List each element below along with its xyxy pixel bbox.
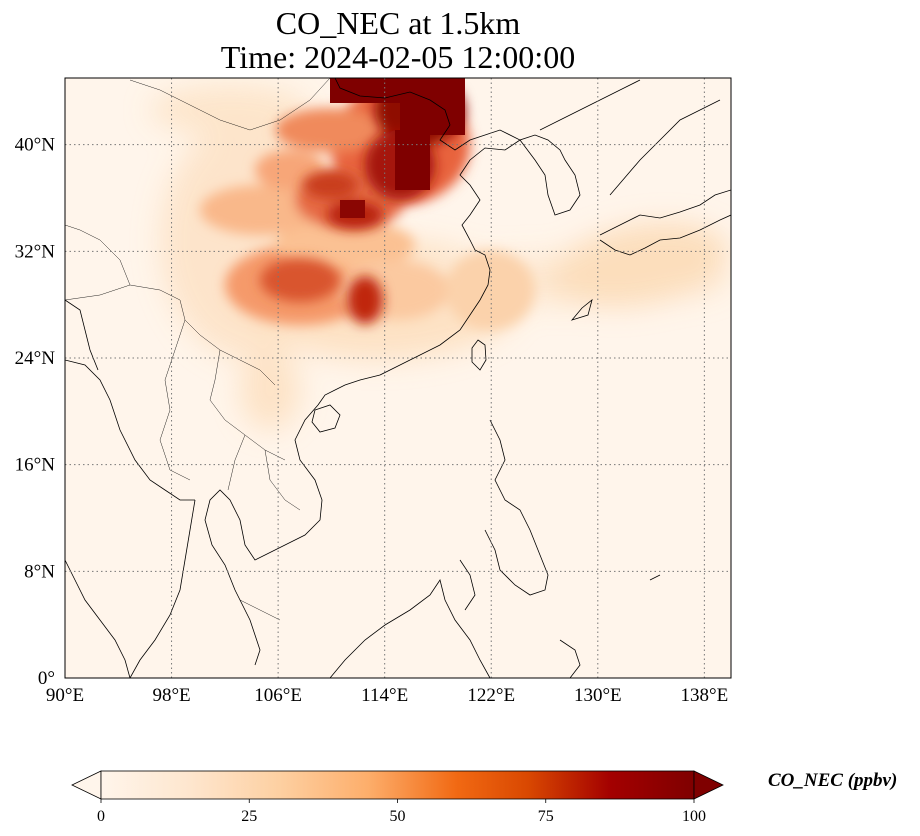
- colorbar-tick-label: 75: [538, 808, 554, 825]
- colorbar-gradient: [100, 770, 695, 800]
- concentration-field: [150, 78, 730, 430]
- colorbar-label: CO_NEC (ppbv): [768, 770, 898, 791]
- lat-tick-label: 0°: [38, 668, 55, 689]
- lat-tick-label: 8°N: [24, 561, 55, 582]
- colorbar-extend-max: [693, 770, 724, 800]
- lon-tick-label: 90°E: [46, 685, 84, 706]
- title-line-1: CO_NEC at 1.5km: [275, 5, 521, 41]
- lat-tick-label: 40°N: [15, 135, 56, 156]
- lat-tick-label: 16°N: [15, 455, 56, 476]
- colorbar-tick-label: 25: [241, 808, 257, 825]
- title-line-2: Time: 2024-02-05 12:00:00: [220, 39, 576, 75]
- colorbar: 0 25 50 75 100: [71, 770, 724, 825]
- lat-tick-label: 24°N: [15, 348, 56, 369]
- coastlines: [65, 78, 731, 678]
- map-title: CO_NEC at 1.5km Time: 2024-02-05 12:00:0…: [65, 6, 731, 74]
- lon-tick-label: 98°E: [152, 685, 190, 706]
- map-frame: [64, 77, 732, 679]
- lat-tick-label: 32°N: [15, 241, 56, 262]
- colorbar-ticks: 0 25 50 75 100: [97, 799, 706, 825]
- colorbar-extend-min: [71, 770, 102, 800]
- lon-tick-label: 106°E: [254, 685, 302, 706]
- lon-tick-label: 130°E: [574, 685, 622, 706]
- latitude-ticks: 0° 8°N 16°N 24°N 32°N 40°N: [15, 135, 56, 689]
- colorbar-tick-label: 0: [97, 808, 105, 825]
- map-panel: [65, 78, 731, 678]
- longitude-ticks: 90°E 98°E 106°E 114°E 122°E 130°E 138°E: [46, 685, 728, 706]
- colorbar-tick-label: 50: [390, 808, 406, 825]
- lon-tick-label: 114°E: [361, 685, 408, 706]
- lon-tick-label: 122°E: [467, 685, 515, 706]
- gridlines: [65, 78, 731, 678]
- colorbar-tick-label: 100: [682, 808, 706, 825]
- lon-tick-label: 138°E: [681, 685, 729, 706]
